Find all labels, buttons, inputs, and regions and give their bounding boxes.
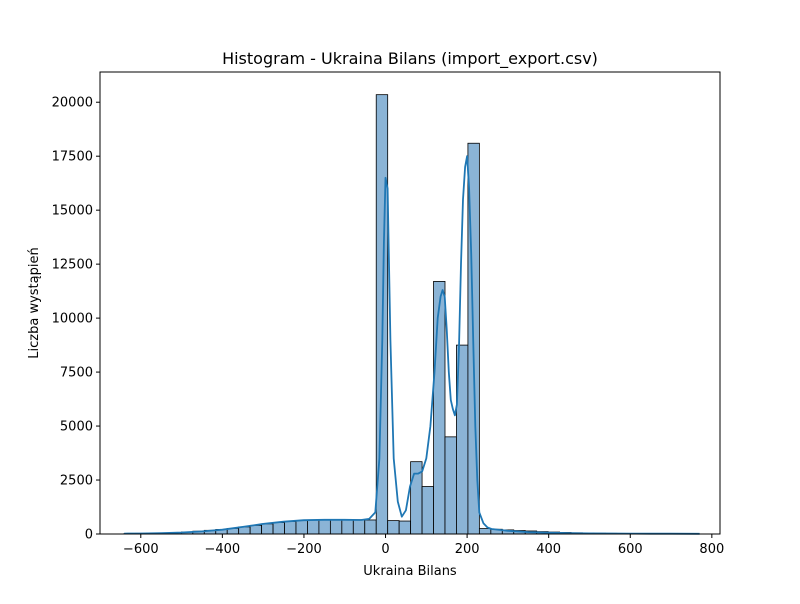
- y-tick-label: 12500: [52, 258, 93, 273]
- histogram-bar: [422, 487, 433, 534]
- y-tick-label: 10000: [52, 312, 93, 327]
- histogram-bar: [365, 520, 376, 534]
- y-tick-label: 15000: [52, 204, 93, 219]
- x-tick-label: 400: [536, 542, 561, 557]
- x-tick-label: 600: [618, 542, 643, 557]
- x-tick-label: −200: [286, 542, 322, 557]
- y-tick-label: 5000: [60, 420, 93, 435]
- histogram-bar: [434, 281, 445, 534]
- x-axis-label: Ukraina Bilans: [363, 564, 457, 579]
- histogram-bar: [330, 520, 341, 534]
- x-tick-label: 200: [455, 542, 480, 557]
- y-tick-label: 2500: [60, 474, 93, 489]
- histogram-bar: [262, 524, 273, 534]
- histogram-bar: [296, 521, 307, 534]
- histogram-bar: [399, 521, 410, 534]
- x-tick-label: 800: [699, 542, 724, 557]
- histogram-bar: [273, 523, 284, 534]
- x-tick-label: −600: [123, 542, 159, 557]
- y-tick-label: 20000: [52, 96, 93, 111]
- histogram-bar: [307, 520, 318, 534]
- histogram-bar: [445, 437, 456, 534]
- histogram-bar: [479, 529, 490, 534]
- x-tick-label: −400: [205, 542, 241, 557]
- histogram-bar: [250, 525, 261, 534]
- y-tick-label: 7500: [60, 366, 93, 381]
- y-tick-label: 17500: [52, 150, 93, 165]
- chart-title: Histogram - Ukraina Bilans (import_expor…: [222, 49, 598, 69]
- x-tick-label: 0: [381, 542, 389, 557]
- histogram-bar: [285, 521, 296, 534]
- y-tick-label: 0: [85, 528, 93, 543]
- histogram-bar: [353, 520, 364, 534]
- histogram-bar: [388, 521, 399, 534]
- histogram-bar: [342, 520, 353, 534]
- histogram-bar: [319, 520, 330, 534]
- y-axis-label: Liczba wystąpień: [27, 247, 42, 358]
